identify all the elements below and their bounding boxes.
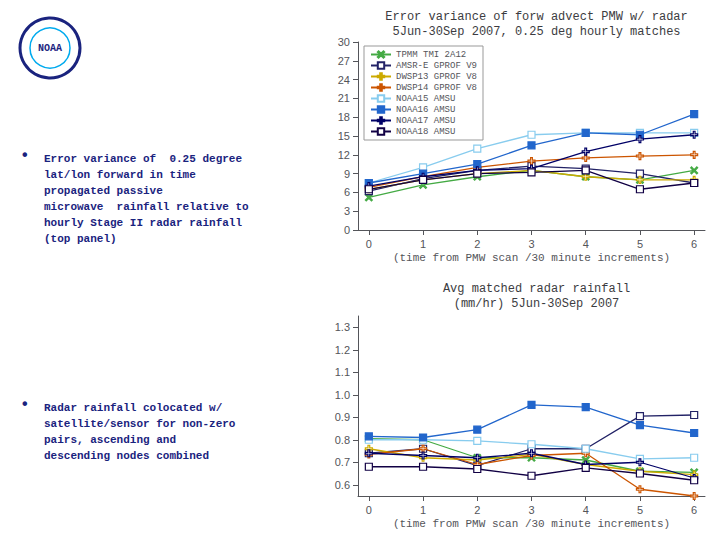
svg-text:•: • — [20, 396, 30, 414]
svg-text:NOAA15 AMSU: NOAA15 AMSU — [396, 94, 455, 104]
svg-text:1.3: 1.3 — [335, 321, 350, 333]
svg-text:satellite/sensor for non-zero: satellite/sensor for non-zero — [44, 418, 236, 430]
svg-text:2: 2 — [474, 238, 480, 250]
svg-text:4: 4 — [583, 504, 589, 516]
svg-text:(top panel): (top panel) — [44, 233, 117, 245]
svg-text:21: 21 — [338, 92, 350, 104]
svg-text:NOAA16 AMSU: NOAA16 AMSU — [396, 105, 455, 115]
svg-text:0.7: 0.7 — [335, 456, 350, 468]
svg-text:lat/lon forward in time: lat/lon forward in time — [44, 169, 196, 181]
svg-text:NOAA: NOAA — [38, 43, 62, 54]
svg-text:hourly Stage II radar rainfall: hourly Stage II radar rainfall — [44, 217, 242, 229]
svg-text:DWSP13 GPROF V8: DWSP13 GPROF V8 — [396, 72, 477, 82]
svg-text:microwave rainfall relative t: microwave rainfall relative to — [44, 201, 249, 213]
svg-text:0.6: 0.6 — [335, 479, 350, 491]
svg-text:9: 9 — [344, 168, 350, 180]
svg-text:TPMM TMI 2A12: TPMM TMI 2A12 — [396, 50, 466, 60]
svg-text:1: 1 — [420, 238, 426, 250]
svg-text:5: 5 — [637, 238, 643, 250]
svg-text:•: • — [20, 147, 30, 165]
svg-text:descending nodes combined: descending nodes combined — [44, 450, 209, 462]
svg-text:5: 5 — [637, 504, 643, 516]
svg-text:2: 2 — [474, 504, 480, 516]
svg-text:27: 27 — [338, 55, 350, 67]
svg-text:propagated passive: propagated passive — [44, 185, 163, 197]
svg-text:6: 6 — [691, 238, 697, 250]
svg-text:3: 3 — [528, 238, 534, 250]
svg-text:6: 6 — [691, 504, 697, 516]
svg-text:4: 4 — [583, 238, 589, 250]
svg-text:30: 30 — [338, 36, 350, 48]
svg-text:15: 15 — [338, 130, 350, 142]
svg-text:Error variance of forw advect: Error variance of forw advect PMW w/ rad… — [385, 10, 687, 24]
svg-text:Avg matched radar rainfall: Avg matched radar rainfall — [443, 282, 630, 296]
svg-text:3: 3 — [344, 205, 350, 217]
svg-text:Radar rainfall colocated w/: Radar rainfall colocated w/ — [44, 402, 223, 414]
svg-text:0: 0 — [366, 504, 372, 516]
svg-text:1.1: 1.1 — [335, 366, 350, 378]
svg-text:0.9: 0.9 — [335, 411, 350, 423]
svg-text:1: 1 — [420, 504, 426, 516]
svg-text:0: 0 — [366, 238, 372, 250]
svg-text:Error variance of 0.25 degree: Error variance of 0.25 degree — [44, 153, 242, 165]
svg-text:18: 18 — [338, 111, 350, 123]
svg-text:0: 0 — [344, 224, 350, 236]
svg-text:(time from PMW scan /30 minute: (time from PMW scan /30 minute increment… — [393, 518, 670, 530]
svg-text:DWSP14 GPROF V8: DWSP14 GPROF V8 — [396, 83, 477, 93]
svg-text:(mm/hr) 5Jun-30Sep 2007: (mm/hr) 5Jun-30Sep 2007 — [454, 297, 620, 311]
svg-text:24: 24 — [338, 74, 350, 86]
svg-text:AMSR-E GPROF V9: AMSR-E GPROF V9 — [396, 61, 477, 71]
svg-text:12: 12 — [338, 149, 350, 161]
svg-text:pairs, ascending and: pairs, ascending and — [44, 434, 176, 446]
svg-text:(time from PMW scan /30 minute: (time from PMW scan /30 minute increment… — [393, 252, 670, 264]
svg-text:NOAA18 AMSU: NOAA18 AMSU — [396, 127, 455, 137]
svg-text:6: 6 — [344, 186, 350, 198]
svg-text:1.2: 1.2 — [335, 344, 350, 356]
svg-text:NOAA17 AMSU: NOAA17 AMSU — [396, 116, 455, 126]
svg-text:1.0: 1.0 — [335, 389, 350, 401]
svg-text:0.8: 0.8 — [335, 434, 350, 446]
svg-text:5Jun-30Sep 2007, 0.25 deg hour: 5Jun-30Sep 2007, 0.25 deg hourly matches — [392, 25, 680, 39]
svg-text:3: 3 — [528, 504, 534, 516]
